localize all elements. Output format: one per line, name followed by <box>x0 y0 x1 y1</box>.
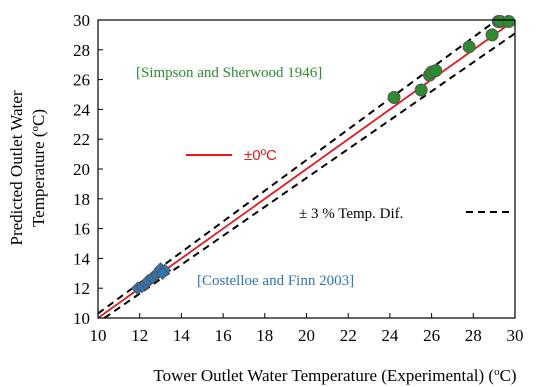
series-costelloe-finn <box>130 262 172 295</box>
x-tick-label: 28 <box>465 326 482 345</box>
x-tick-label: 16 <box>215 326 232 345</box>
y-tick-label: 26 <box>73 71 90 90</box>
data-point <box>485 28 499 42</box>
x-axis-title: Tower Outlet Water Temperature (Experime… <box>153 366 516 385</box>
y-tick-label: 22 <box>73 130 90 149</box>
y-tick-label: 30 <box>73 11 90 30</box>
data-point <box>429 64 443 78</box>
annotation-simpson-sherwood: [Simpson and Sherwood 1946] <box>136 65 322 81</box>
data-point <box>462 40 476 54</box>
x-tick-label: 14 <box>173 326 191 345</box>
y-tick-label: 28 <box>73 41 90 60</box>
y-axis-title: Predicted Outlet Water Temperature (oC) <box>7 90 48 245</box>
x-tick-label: 10 <box>90 326 107 345</box>
y-tick-label: 14 <box>73 249 91 268</box>
x-tick-label: 30 <box>507 326 524 345</box>
data-point <box>414 83 428 97</box>
plot-area <box>97 14 516 319</box>
y-axis-title-line2: Temperature (oC) <box>29 109 48 227</box>
y-tick-label: 18 <box>73 190 90 209</box>
x-tick-label: 20 <box>298 326 315 345</box>
data-point <box>387 90 401 104</box>
y-axis-title-line1: Predicted Outlet Water <box>7 90 26 245</box>
legend-dashed-line-label: ± 3 % Temp. Dif. <box>299 206 403 222</box>
y-tick-label: 10 <box>73 309 90 328</box>
series-simpson-sherwood <box>387 14 516 104</box>
y-tick-label: 16 <box>73 220 90 239</box>
legend-red-line-label: ±0ºC <box>244 147 277 164</box>
annotation-costelloe-finn: [Costelloe and Finn 2003] <box>197 273 354 289</box>
axis-ticks: 10 12 14 16 18 20 22 24 26 28 30 10 12 14 16 18 20 22 24 26… <box>73 11 524 345</box>
x-tick-label: 24 <box>381 326 399 345</box>
data-point <box>502 14 516 28</box>
x-tick-label: 12 <box>131 326 148 345</box>
y-tick-label: 24 <box>73 100 91 119</box>
x-tick-label: 26 <box>423 326 440 345</box>
x-tick-label: 22 <box>340 326 357 345</box>
data-point <box>155 266 170 281</box>
y-tick-label: 20 <box>73 160 90 179</box>
x-tick-label: 18 <box>256 326 273 345</box>
y-tick-label: 12 <box>73 279 90 298</box>
